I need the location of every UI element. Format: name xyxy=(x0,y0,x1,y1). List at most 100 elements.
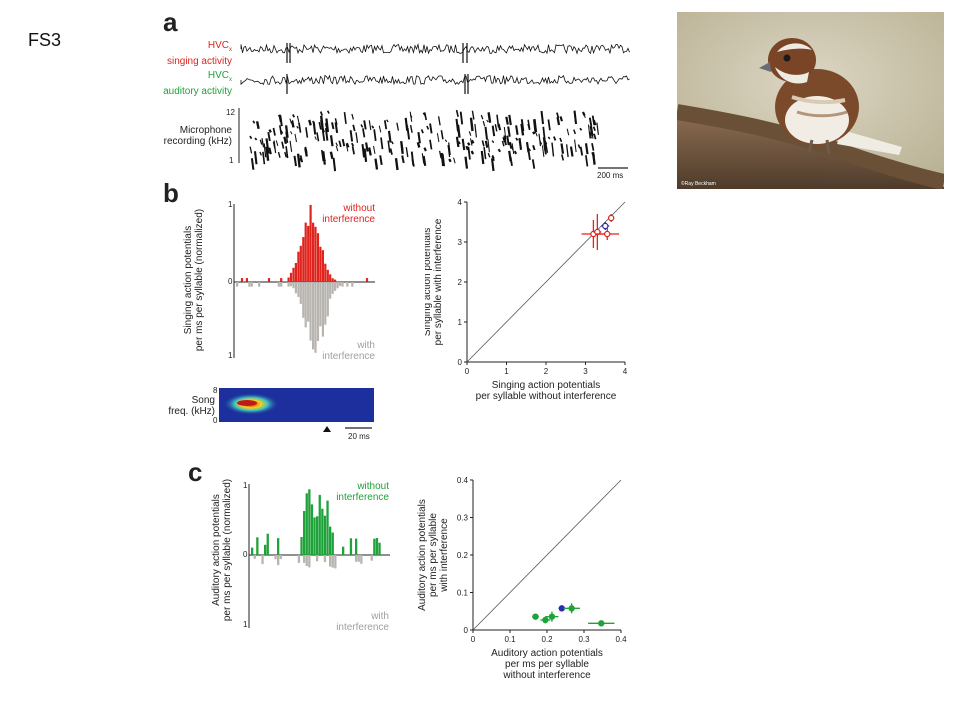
spectrogram-streak xyxy=(389,148,393,155)
data-point xyxy=(568,605,575,612)
spectrogram-streak xyxy=(539,141,543,145)
hist-bar-down xyxy=(319,282,322,327)
x-tick-label: 0 xyxy=(471,635,476,644)
hist-bar-up xyxy=(307,225,310,282)
spectrogram-streak xyxy=(587,124,591,139)
panel-c-with-label: with interference xyxy=(314,611,389,633)
hist-bar-down xyxy=(292,282,295,289)
spectrogram-streak xyxy=(351,146,355,155)
panel-c-scatter-plot: 0 0.1 0.2 0.3 0.4 0 0.1 0.2 0.3 0.4 Auditory actio… xyxy=(417,476,627,681)
panel-c-ytick-bottom: 1 xyxy=(243,620,248,629)
spectrogram-streak xyxy=(423,112,427,121)
spectrogram-streak xyxy=(386,119,389,123)
spectrogram-streak xyxy=(355,132,359,143)
spectrogram-streak xyxy=(565,144,569,158)
spectrogram-streak xyxy=(390,141,394,145)
spectrogram-streak xyxy=(326,110,330,114)
hist-bar-up xyxy=(313,517,316,555)
spectrogram-streak xyxy=(510,145,514,151)
spectrogram-streak xyxy=(553,136,557,141)
hist-bar-down xyxy=(302,282,305,318)
spectrogram-streak xyxy=(447,144,451,158)
spectrogram-streak xyxy=(324,127,329,141)
hist-bar-down xyxy=(297,282,300,297)
spectrogram-streak xyxy=(579,127,583,131)
y-tick-label: 0.4 xyxy=(457,476,469,485)
hist-bar-up xyxy=(309,204,312,282)
hist-bar-up xyxy=(329,526,332,555)
panel-b-histogram xyxy=(233,204,375,358)
scatter-xlabel: without interference xyxy=(502,670,591,681)
spectrogram-streak xyxy=(296,125,299,129)
hist-bar-up xyxy=(289,272,293,282)
spectrogram-streak xyxy=(440,152,445,167)
spectrogram-streak xyxy=(254,137,258,141)
spectrogram-streak xyxy=(585,155,589,167)
spectrogram-streak xyxy=(440,130,444,140)
y-tick-label: 1 xyxy=(458,318,463,327)
spectrogram-streak xyxy=(400,140,404,155)
hist-bar-up xyxy=(349,538,353,555)
song-spectrogram xyxy=(219,388,374,432)
spectrogram-streak xyxy=(285,146,289,159)
hist-bar-down xyxy=(289,282,293,287)
hvc-auditory-label-main: HVC xyxy=(207,70,229,81)
hist-bar-up xyxy=(324,263,327,282)
spectrogram-streak xyxy=(316,132,320,142)
spectrogram-streak xyxy=(532,145,536,151)
hvc-auditory-label: HVCx auditory activity xyxy=(140,70,232,97)
spectrogram-streak xyxy=(394,158,399,171)
hist-bar-down xyxy=(299,282,302,304)
y-tick-label: 4 xyxy=(458,198,463,207)
scatter-xlabel: per syllable without interference xyxy=(476,391,617,402)
hist-bar-up xyxy=(375,538,379,555)
spectrogram-streak xyxy=(508,141,513,149)
spectrogram-streak xyxy=(318,121,322,130)
spectrogram-streak xyxy=(547,119,551,131)
hist-bar-down xyxy=(287,282,290,287)
spectrogram-streak xyxy=(455,109,459,117)
hist-bar-up xyxy=(300,537,303,555)
spectrogram-streak xyxy=(401,155,405,164)
spectrogram-streak xyxy=(561,154,565,161)
spectrogram-streak xyxy=(484,126,489,140)
spectrogram-streak xyxy=(581,111,586,116)
bird-photo-graphic xyxy=(677,12,944,189)
spectrogram-streak xyxy=(448,142,451,156)
panel-c-hist-bars xyxy=(251,489,381,569)
spectrogram-streak xyxy=(464,156,469,169)
hist-bar-down xyxy=(248,282,251,287)
spectrogram-streak xyxy=(277,151,281,158)
hist-bar-down xyxy=(316,555,319,562)
spectrogram-streak xyxy=(470,139,475,144)
hist-bar-down xyxy=(277,555,280,566)
hist-bar-down xyxy=(258,282,261,287)
spectrogram-streak xyxy=(259,139,263,145)
spectrogram-streak xyxy=(255,121,260,130)
x-tick-label: 1 xyxy=(504,367,509,376)
hist-bar-up xyxy=(256,537,259,555)
spectrogram-streak xyxy=(252,120,256,124)
hvc-singing-label-main: HVC xyxy=(207,40,229,51)
hist-bar-down xyxy=(331,555,334,568)
panel-b-with-label: with interference xyxy=(300,340,375,362)
y-tick-label: 2 xyxy=(458,278,463,287)
scatter-ylabel: Auditory action potentials xyxy=(417,499,428,611)
spectrogram-streak xyxy=(497,148,501,153)
hist-bar-down xyxy=(355,555,358,562)
hist-bar-down xyxy=(357,555,360,562)
hist-bar-up xyxy=(326,269,329,282)
hist-bar-up xyxy=(304,222,307,282)
hist-bar-down xyxy=(308,555,311,568)
hist-bar-down xyxy=(274,555,277,560)
spectrogram-streak xyxy=(467,142,471,146)
panel-a-traces xyxy=(238,42,630,172)
hist-bar-down xyxy=(323,555,327,563)
spectrogram-streak xyxy=(361,143,365,158)
hist-bar-up xyxy=(312,222,315,282)
spectrogram-streak xyxy=(298,122,302,133)
spectrogram-streak xyxy=(483,147,487,160)
spectrogram-streak xyxy=(465,145,469,151)
spectrogram-streak xyxy=(304,147,308,157)
spectrogram-streak xyxy=(436,133,440,143)
